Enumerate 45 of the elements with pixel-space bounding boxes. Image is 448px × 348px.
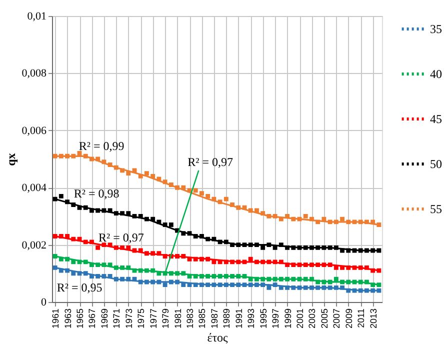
x-tick-label: 1981: [172, 308, 183, 329]
x-tick-label: 1969: [99, 308, 110, 329]
x-tick-label: 1973: [124, 308, 134, 329]
x-tick-label: 1977: [148, 308, 158, 329]
x-tick-label: 2011: [356, 308, 366, 328]
x-tick-label: 2009: [344, 308, 354, 329]
annotation: R² = 0,98: [74, 186, 120, 201]
x-tick-label: 2013: [368, 308, 378, 329]
x-tick-label: 2007: [332, 308, 342, 329]
y-tick-label: 0,002: [22, 239, 46, 252]
x-tick-label: 1961: [50, 308, 61, 329]
y-axis-title: qx: [4, 153, 18, 166]
y-tick-label: 0,008: [22, 68, 47, 80]
x-tick-label: 1987: [209, 308, 220, 329]
x-tick-label: 1985: [197, 308, 208, 329]
y-tick-label: 0,004: [22, 182, 47, 194]
legend-label: 35: [430, 22, 442, 36]
y-tick-label: 0,01: [27, 10, 46, 22]
x-tick-label: 1965: [75, 308, 85, 329]
x-tick-label: 1967: [87, 308, 98, 329]
x-tick-label: 2001: [295, 308, 305, 329]
x-tick-label: 1995: [258, 308, 268, 329]
x-tick-label: 1979: [160, 308, 171, 329]
x-axis-title: έτος: [207, 330, 228, 345]
y-tick-label: 0,006: [22, 124, 47, 137]
x-tick-label: 1989: [222, 308, 232, 329]
x-tick-label: 1991: [234, 308, 244, 329]
x-tick-label: 1963: [62, 308, 73, 329]
x-tick-label: 1975: [136, 308, 146, 329]
x-tick-label: 1993: [246, 308, 256, 329]
x-tick-label: 2005: [319, 308, 330, 329]
legend-label: 50: [430, 157, 442, 171]
legend-label: 40: [430, 67, 442, 81]
annotation: R² = 0,95: [56, 280, 102, 294]
annotation: R² = 0,99: [78, 139, 124, 154]
legend-label: 45: [430, 112, 442, 126]
x-tick-label: 1999: [282, 308, 293, 329]
annotation: R² = 0,97: [98, 230, 144, 245]
annotation: R² = 0,97: [188, 154, 233, 169]
x-tick-label: 1997: [270, 308, 281, 329]
y-tick-label: 0: [41, 296, 47, 308]
legend-label: 55: [430, 202, 442, 216]
x-tick-label: 2003: [307, 308, 318, 329]
x-tick-label: 1971: [112, 308, 122, 329]
x-tick-label: 1983: [185, 308, 195, 329]
